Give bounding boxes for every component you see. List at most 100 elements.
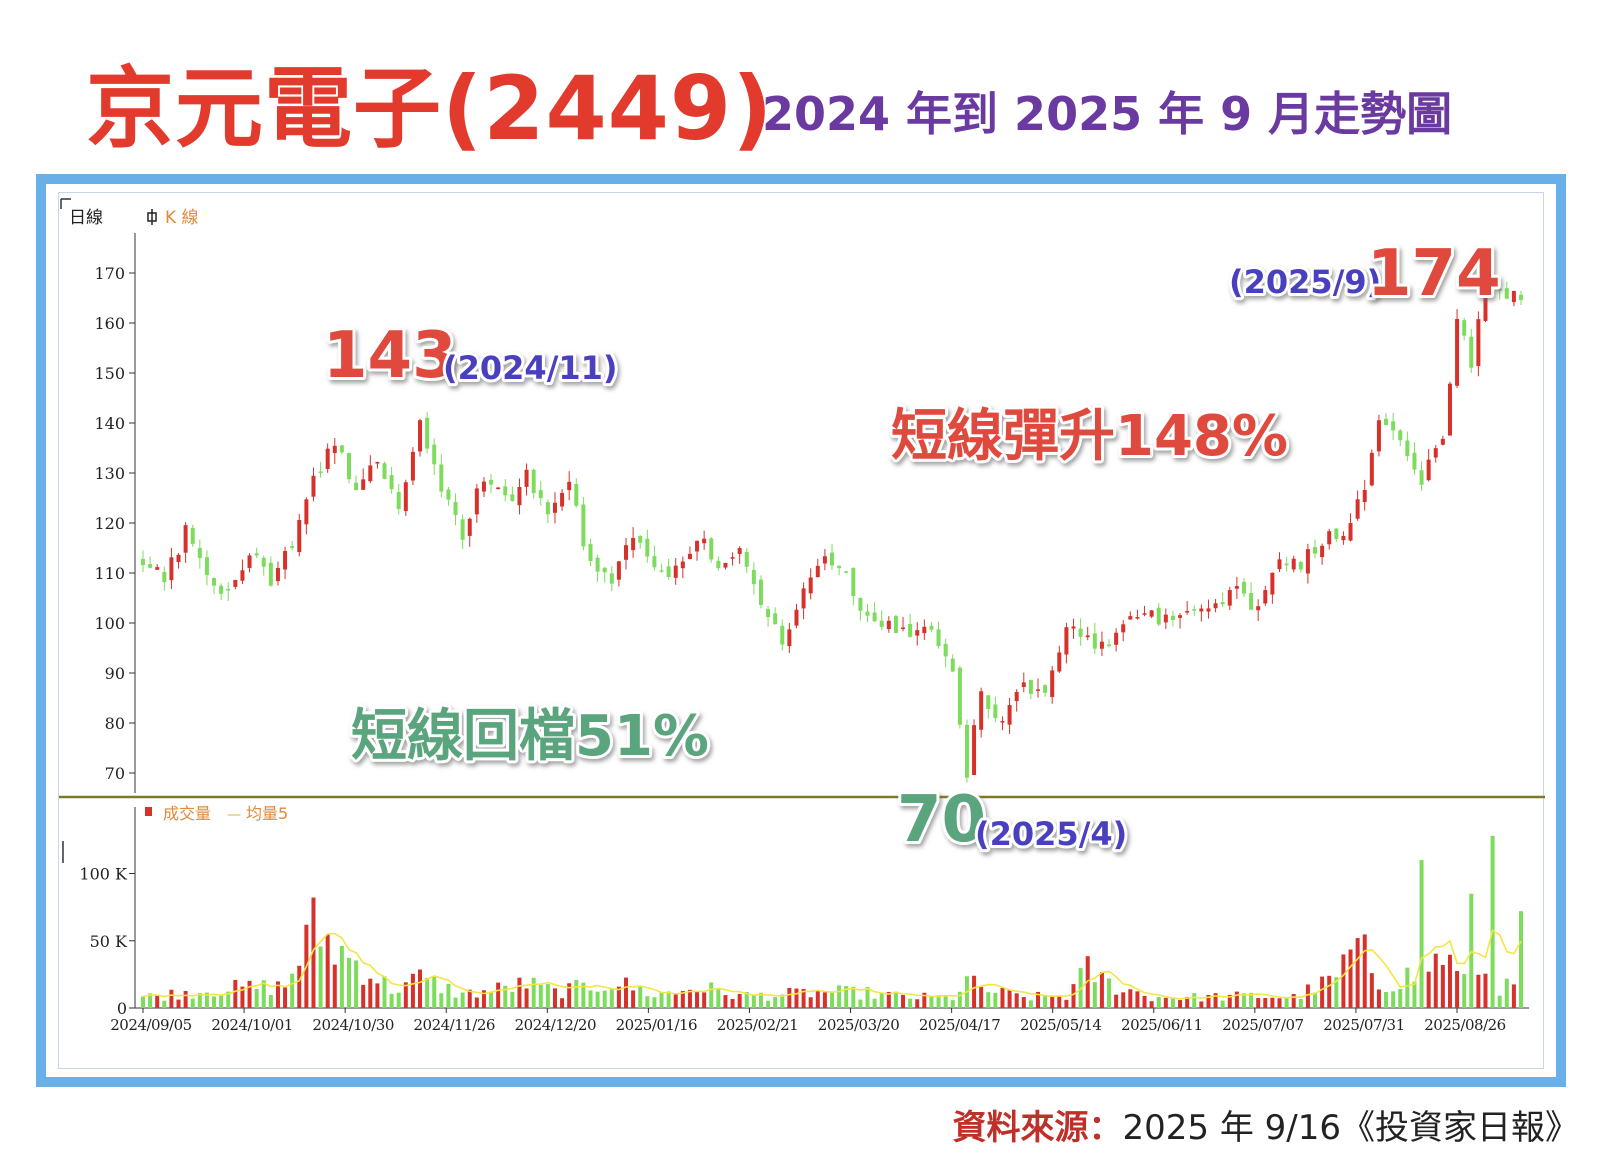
candle-body (403, 482, 408, 512)
candle-body (1135, 617, 1140, 619)
candle-body (318, 471, 323, 474)
candle-body (624, 545, 629, 560)
candle-body (1092, 633, 1097, 649)
volume-bar (204, 992, 209, 1008)
candle-body (837, 565, 842, 569)
volume-bar (766, 1000, 771, 1008)
candle-body (986, 695, 991, 709)
candle-body (666, 566, 671, 577)
x-tick-label: 2024/10/30 (312, 1016, 393, 1034)
candle-body (474, 488, 479, 515)
candle-body (652, 556, 657, 568)
candle-body (481, 481, 486, 492)
candle-body (1305, 549, 1310, 574)
volume-bar (1412, 981, 1417, 1008)
ma-legend-swatch: — (227, 807, 241, 823)
candle-body (1270, 572, 1275, 595)
volume-bar (1213, 993, 1218, 1008)
volume-bar (716, 987, 721, 1008)
candle-body (673, 565, 678, 578)
volume-bar (1170, 998, 1175, 1008)
candle-body (233, 580, 238, 587)
candle-body (581, 504, 586, 547)
annotation-low-date: (2025/4) (975, 815, 1127, 853)
volume-bar (609, 988, 614, 1008)
candle-body (574, 483, 579, 506)
price-tick-label: 140 (94, 414, 125, 433)
candle-body (496, 487, 501, 490)
volume-bar (389, 993, 394, 1008)
candle-body (1107, 644, 1112, 646)
volume-bar (460, 992, 465, 1008)
volume-bar (155, 995, 160, 1008)
candle-body (261, 557, 266, 567)
candle-body (1043, 685, 1048, 693)
volume-bar (233, 979, 238, 1008)
candle-body (1014, 691, 1019, 702)
volume-bar (1291, 993, 1296, 1008)
candle-body (1206, 608, 1211, 612)
volume-bar (226, 991, 231, 1008)
candle-body (943, 643, 948, 657)
volume-bar (240, 986, 245, 1008)
volume-bar (1178, 1000, 1183, 1008)
volume-bar (844, 986, 849, 1008)
volume-bar (986, 992, 991, 1008)
volume-bar (1085, 956, 1090, 1008)
candle-body (247, 555, 252, 568)
volume-bar (439, 993, 444, 1008)
volume-bar (1128, 989, 1133, 1008)
volume-bar (1398, 989, 1403, 1008)
volume-bar (1391, 991, 1396, 1008)
candle-body (964, 724, 969, 778)
candle-body (1249, 592, 1254, 610)
candle-body (148, 564, 153, 568)
kline-legend-label: K 線 (165, 208, 199, 228)
volume-bar (673, 993, 678, 1008)
volume-bar (758, 992, 763, 1008)
volume-bar (1419, 860, 1424, 1008)
volume-bar (1249, 992, 1254, 1008)
candle-body (361, 479, 366, 490)
candle-body (410, 451, 415, 481)
candle-body (1440, 438, 1445, 445)
volume-bar (1469, 893, 1474, 1008)
candle-body (1114, 632, 1119, 645)
volume-bar (190, 998, 195, 1008)
candle-body (1227, 590, 1232, 606)
volume-tick-label: 50 K (90, 932, 128, 951)
volume-bar (212, 996, 217, 1008)
x-tick-label: 2025/05/14 (1020, 1016, 1101, 1034)
volume-bar (780, 994, 785, 1008)
volume-bar (403, 982, 408, 1008)
candle-body (1355, 499, 1360, 519)
candle-body (162, 571, 167, 583)
volume-bar (290, 973, 295, 1008)
volume-bar (652, 997, 657, 1008)
candle-body (240, 570, 245, 581)
candle-body (758, 579, 763, 606)
volume-bar (247, 980, 252, 1008)
volume-ma-line (142, 929, 1522, 1000)
candle-body (1199, 608, 1204, 612)
candle-body (730, 557, 735, 559)
volume-bar (1057, 996, 1062, 1008)
candle-body (751, 569, 756, 585)
candle-body (375, 462, 380, 464)
candle-body (744, 551, 749, 567)
chart-area: 70 80 90 100 110 120 130 140 150 160 170 0 50 K 100 K… (58, 192, 1545, 1069)
volume-bar (489, 991, 494, 1008)
volume-tick-label: 0 (117, 999, 127, 1018)
candle-body (830, 552, 834, 566)
volume-bar (1277, 998, 1282, 1008)
volume-bar (1007, 989, 1012, 1008)
source-note: 資料來源：2025 年 9/16《投資家日報》 (953, 1100, 1580, 1149)
candle-body (1220, 602, 1225, 605)
volume-bar (1376, 989, 1381, 1008)
candle-body (354, 482, 359, 491)
x-tick-label: 2024/11/26 (413, 1016, 494, 1034)
volume-bar (588, 990, 593, 1008)
volume-bar (1384, 992, 1389, 1008)
volume-bar (1028, 1000, 1033, 1008)
volume-bar (169, 989, 174, 1008)
